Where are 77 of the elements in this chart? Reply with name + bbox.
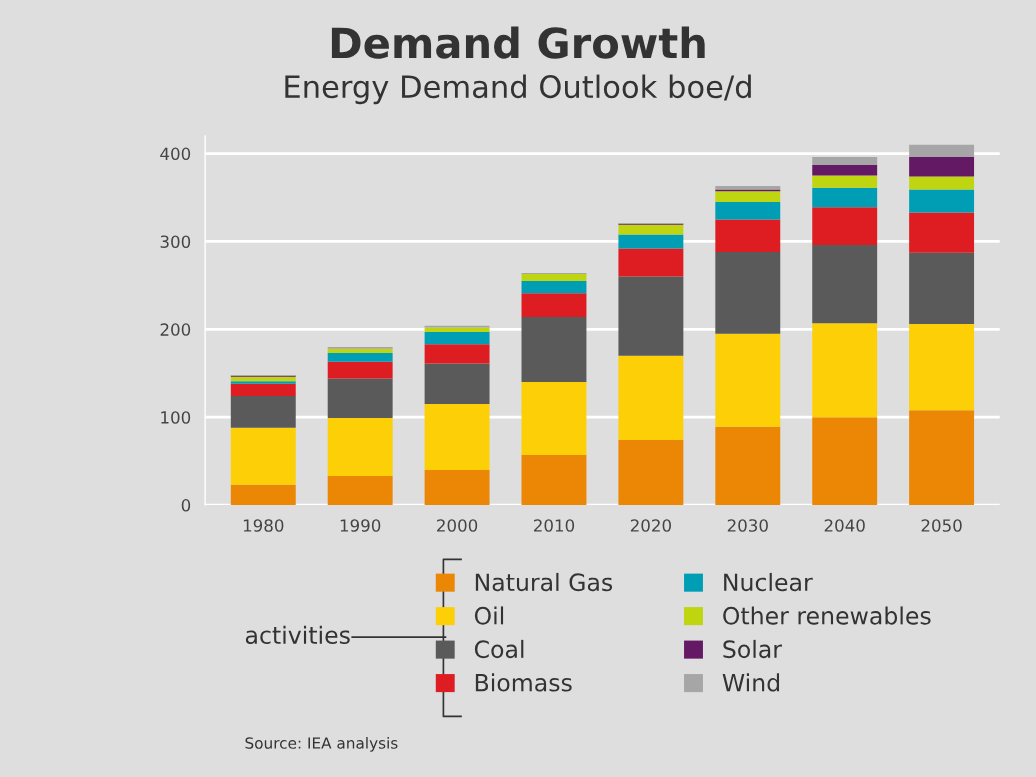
bar <box>812 417 878 506</box>
bar <box>812 157 878 165</box>
x-tick-label: 2030 <box>727 519 768 532</box>
bar <box>618 440 684 506</box>
bar <box>521 280 587 294</box>
x-tick-label: 2040 <box>824 519 865 532</box>
bar <box>618 248 684 277</box>
x-tick-label: 1980 <box>243 519 284 532</box>
bar <box>521 317 587 383</box>
y-tick-label: 300 <box>160 235 191 248</box>
bar <box>909 157 975 177</box>
bar <box>230 484 296 506</box>
bar <box>715 219 781 252</box>
legend-label: Oil <box>474 606 504 625</box>
bar <box>715 191 781 202</box>
bar <box>618 234 684 249</box>
bar <box>909 144 975 158</box>
bar <box>424 327 490 332</box>
bar <box>230 383 296 397</box>
bar <box>909 189 975 213</box>
legend-label: Natural Gas <box>475 572 613 592</box>
bar <box>812 323 878 418</box>
bar <box>618 355 684 441</box>
legend-label: Other renewables <box>723 606 931 625</box>
legend-label: Coal <box>474 639 524 659</box>
bar <box>521 454 587 506</box>
bar <box>327 418 393 477</box>
bar <box>230 376 296 382</box>
bar <box>715 333 781 427</box>
bar <box>327 476 393 506</box>
legend-label: Wind <box>722 673 780 692</box>
legend-label: Biomass <box>475 673 572 692</box>
y-tick-label: 100 <box>161 411 191 424</box>
x-tick-label: 2010 <box>534 519 575 532</box>
bar <box>230 381 296 384</box>
x-tick-label: 1990 <box>340 519 381 532</box>
bar <box>230 396 296 428</box>
bar <box>424 403 490 470</box>
bar <box>618 224 684 235</box>
bar <box>715 426 781 506</box>
bar <box>715 201 781 220</box>
bar <box>521 293 587 317</box>
bar <box>812 244 878 324</box>
bar <box>521 382 587 455</box>
bar <box>424 344 490 364</box>
x-tick-label: 2000 <box>437 519 478 532</box>
chart-title: Demand Growth <box>331 26 705 59</box>
bar <box>424 331 490 345</box>
bar <box>909 176 975 190</box>
legend-label: Solar <box>723 639 782 659</box>
chart-subtitle: Energy Demand Outlook boe/d <box>285 74 751 105</box>
bar <box>424 469 490 506</box>
bar <box>424 363 490 404</box>
y-tick-label: 400 <box>160 147 191 161</box>
bar <box>909 212 975 253</box>
bar <box>618 276 684 356</box>
bar <box>521 273 587 281</box>
bar <box>909 410 975 506</box>
bar <box>327 348 393 354</box>
legend-label: Nuclear <box>724 572 813 592</box>
bar <box>327 353 393 362</box>
text: activities <box>245 625 350 644</box>
bar <box>327 361 393 379</box>
bar <box>230 427 296 485</box>
x-tick-label: 2050 <box>921 519 962 532</box>
bar <box>715 251 781 334</box>
bar <box>812 175 878 188</box>
bar <box>909 324 975 411</box>
bar <box>812 207 878 245</box>
bar <box>812 187 878 208</box>
source-note: Source: IEA analysis <box>245 736 398 752</box>
y-tick-label: 200 <box>160 323 191 336</box>
bar <box>812 164 878 176</box>
x-tick-label: 2020 <box>630 519 671 532</box>
bar <box>327 378 393 419</box>
bar <box>909 252 975 325</box>
y-tick-label: 0 <box>181 499 191 512</box>
